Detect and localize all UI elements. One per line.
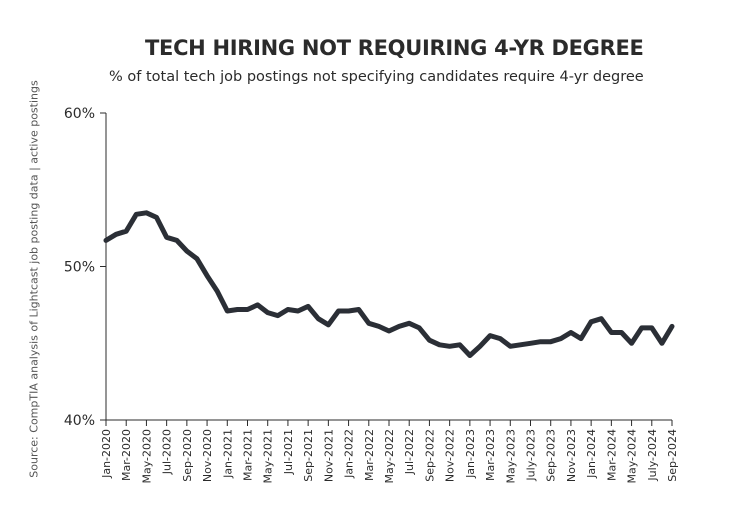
x-tick-label: May-2024 xyxy=(626,429,639,484)
data-point xyxy=(295,308,301,314)
data-point xyxy=(103,238,109,243)
x-tick-label: Jan-2022 xyxy=(343,429,356,479)
data-point xyxy=(669,324,675,329)
data-point xyxy=(366,321,371,326)
data-point xyxy=(649,325,654,331)
x-tick-label: Mar-2024 xyxy=(605,429,618,481)
data-point xyxy=(326,322,331,327)
y-tick-label: 50% xyxy=(64,260,95,276)
x-tick-label: Sep-2022 xyxy=(423,429,436,482)
data-point xyxy=(659,341,665,346)
data-point xyxy=(336,308,341,314)
data-point xyxy=(356,307,361,312)
data-point xyxy=(316,316,321,321)
data-point xyxy=(588,319,594,324)
y-tick-label: 40% xyxy=(64,413,95,429)
x-tick-label: Mar-2022 xyxy=(363,429,376,481)
x-tick-label: Sep-2021 xyxy=(302,429,315,482)
data-point xyxy=(477,344,483,349)
data-point xyxy=(215,288,220,294)
data-point xyxy=(305,304,311,309)
x-tick-label: May-2020 xyxy=(140,429,153,484)
data-point xyxy=(376,324,382,329)
data-point xyxy=(457,342,462,347)
data-point xyxy=(225,308,230,314)
data-point xyxy=(154,215,159,220)
x-tick-label: Nov-2022 xyxy=(444,429,457,482)
data-point xyxy=(629,341,634,346)
data-point xyxy=(548,339,553,344)
data-point xyxy=(235,307,240,312)
x-tick-label: Mar-2023 xyxy=(484,429,497,481)
data-point xyxy=(447,344,452,349)
chart-title: TECH HIRING NOT REQUIRING 4-YR DEGREE xyxy=(145,36,644,60)
data-point xyxy=(204,273,210,278)
x-tick-label: Jan-2024 xyxy=(585,429,598,479)
x-tick-label: Sep-2023 xyxy=(545,429,558,482)
x-tick-label: Nov-2021 xyxy=(322,429,335,482)
data-point xyxy=(417,325,422,331)
data-point xyxy=(558,336,563,341)
data-point xyxy=(599,316,604,321)
x-tick-label: Mar-2020 xyxy=(120,429,133,481)
data-point xyxy=(498,336,503,341)
data-point xyxy=(437,342,442,347)
x-tick-label: May-2021 xyxy=(262,429,275,484)
data-point xyxy=(245,307,250,312)
data-point xyxy=(184,248,190,254)
data-point xyxy=(164,235,169,240)
x-tick-label: Mar-2021 xyxy=(242,429,255,481)
x-tick-label: Jul-2020 xyxy=(161,429,174,475)
series-line xyxy=(103,210,675,358)
x-tick-label: Jul-2021 xyxy=(282,429,295,475)
data-point xyxy=(265,310,270,315)
x-tick-label: Jan-2021 xyxy=(221,429,234,479)
data-point xyxy=(508,344,513,349)
data-point xyxy=(578,336,584,341)
data-point xyxy=(487,333,493,338)
data-point xyxy=(619,330,624,335)
data-point xyxy=(609,330,614,335)
x-tick-label: July-2023 xyxy=(525,429,538,482)
data-point xyxy=(134,212,139,217)
data-point xyxy=(144,210,149,215)
x-tick-label: Nov-2020 xyxy=(201,429,214,482)
data-point xyxy=(386,328,392,334)
data-point xyxy=(113,232,119,237)
data-point xyxy=(255,302,260,308)
data-point xyxy=(528,341,533,346)
x-tick-label: May-2022 xyxy=(383,429,396,484)
data-point xyxy=(568,330,574,335)
x-tick-label: Sep-2024 xyxy=(666,429,679,482)
x-tick-label: July-2024 xyxy=(646,429,659,482)
x-tick-label: Jul-2022 xyxy=(403,429,416,475)
data-point xyxy=(407,321,412,326)
data-point xyxy=(427,338,432,343)
y-tick-label: 60% xyxy=(64,106,95,122)
data-point xyxy=(467,353,473,358)
x-tick-label: Jan-2020 xyxy=(100,429,113,479)
data-point xyxy=(194,256,200,261)
data-point xyxy=(639,325,644,331)
x-tick-label: Sep-2020 xyxy=(181,429,194,482)
data-point xyxy=(518,342,523,347)
x-tick-label: Jan-2023 xyxy=(464,429,477,479)
data-point xyxy=(174,238,179,243)
data-point xyxy=(285,307,291,312)
x-tick-label: May-2023 xyxy=(504,429,517,484)
data-point xyxy=(124,229,129,234)
chart-subtitle: % of total tech job postings not specify… xyxy=(109,69,644,85)
x-tick-label: Nov-2023 xyxy=(565,429,578,482)
data-point xyxy=(538,339,543,344)
data-point xyxy=(275,313,280,318)
data-point xyxy=(346,308,351,314)
data-point xyxy=(396,324,402,329)
